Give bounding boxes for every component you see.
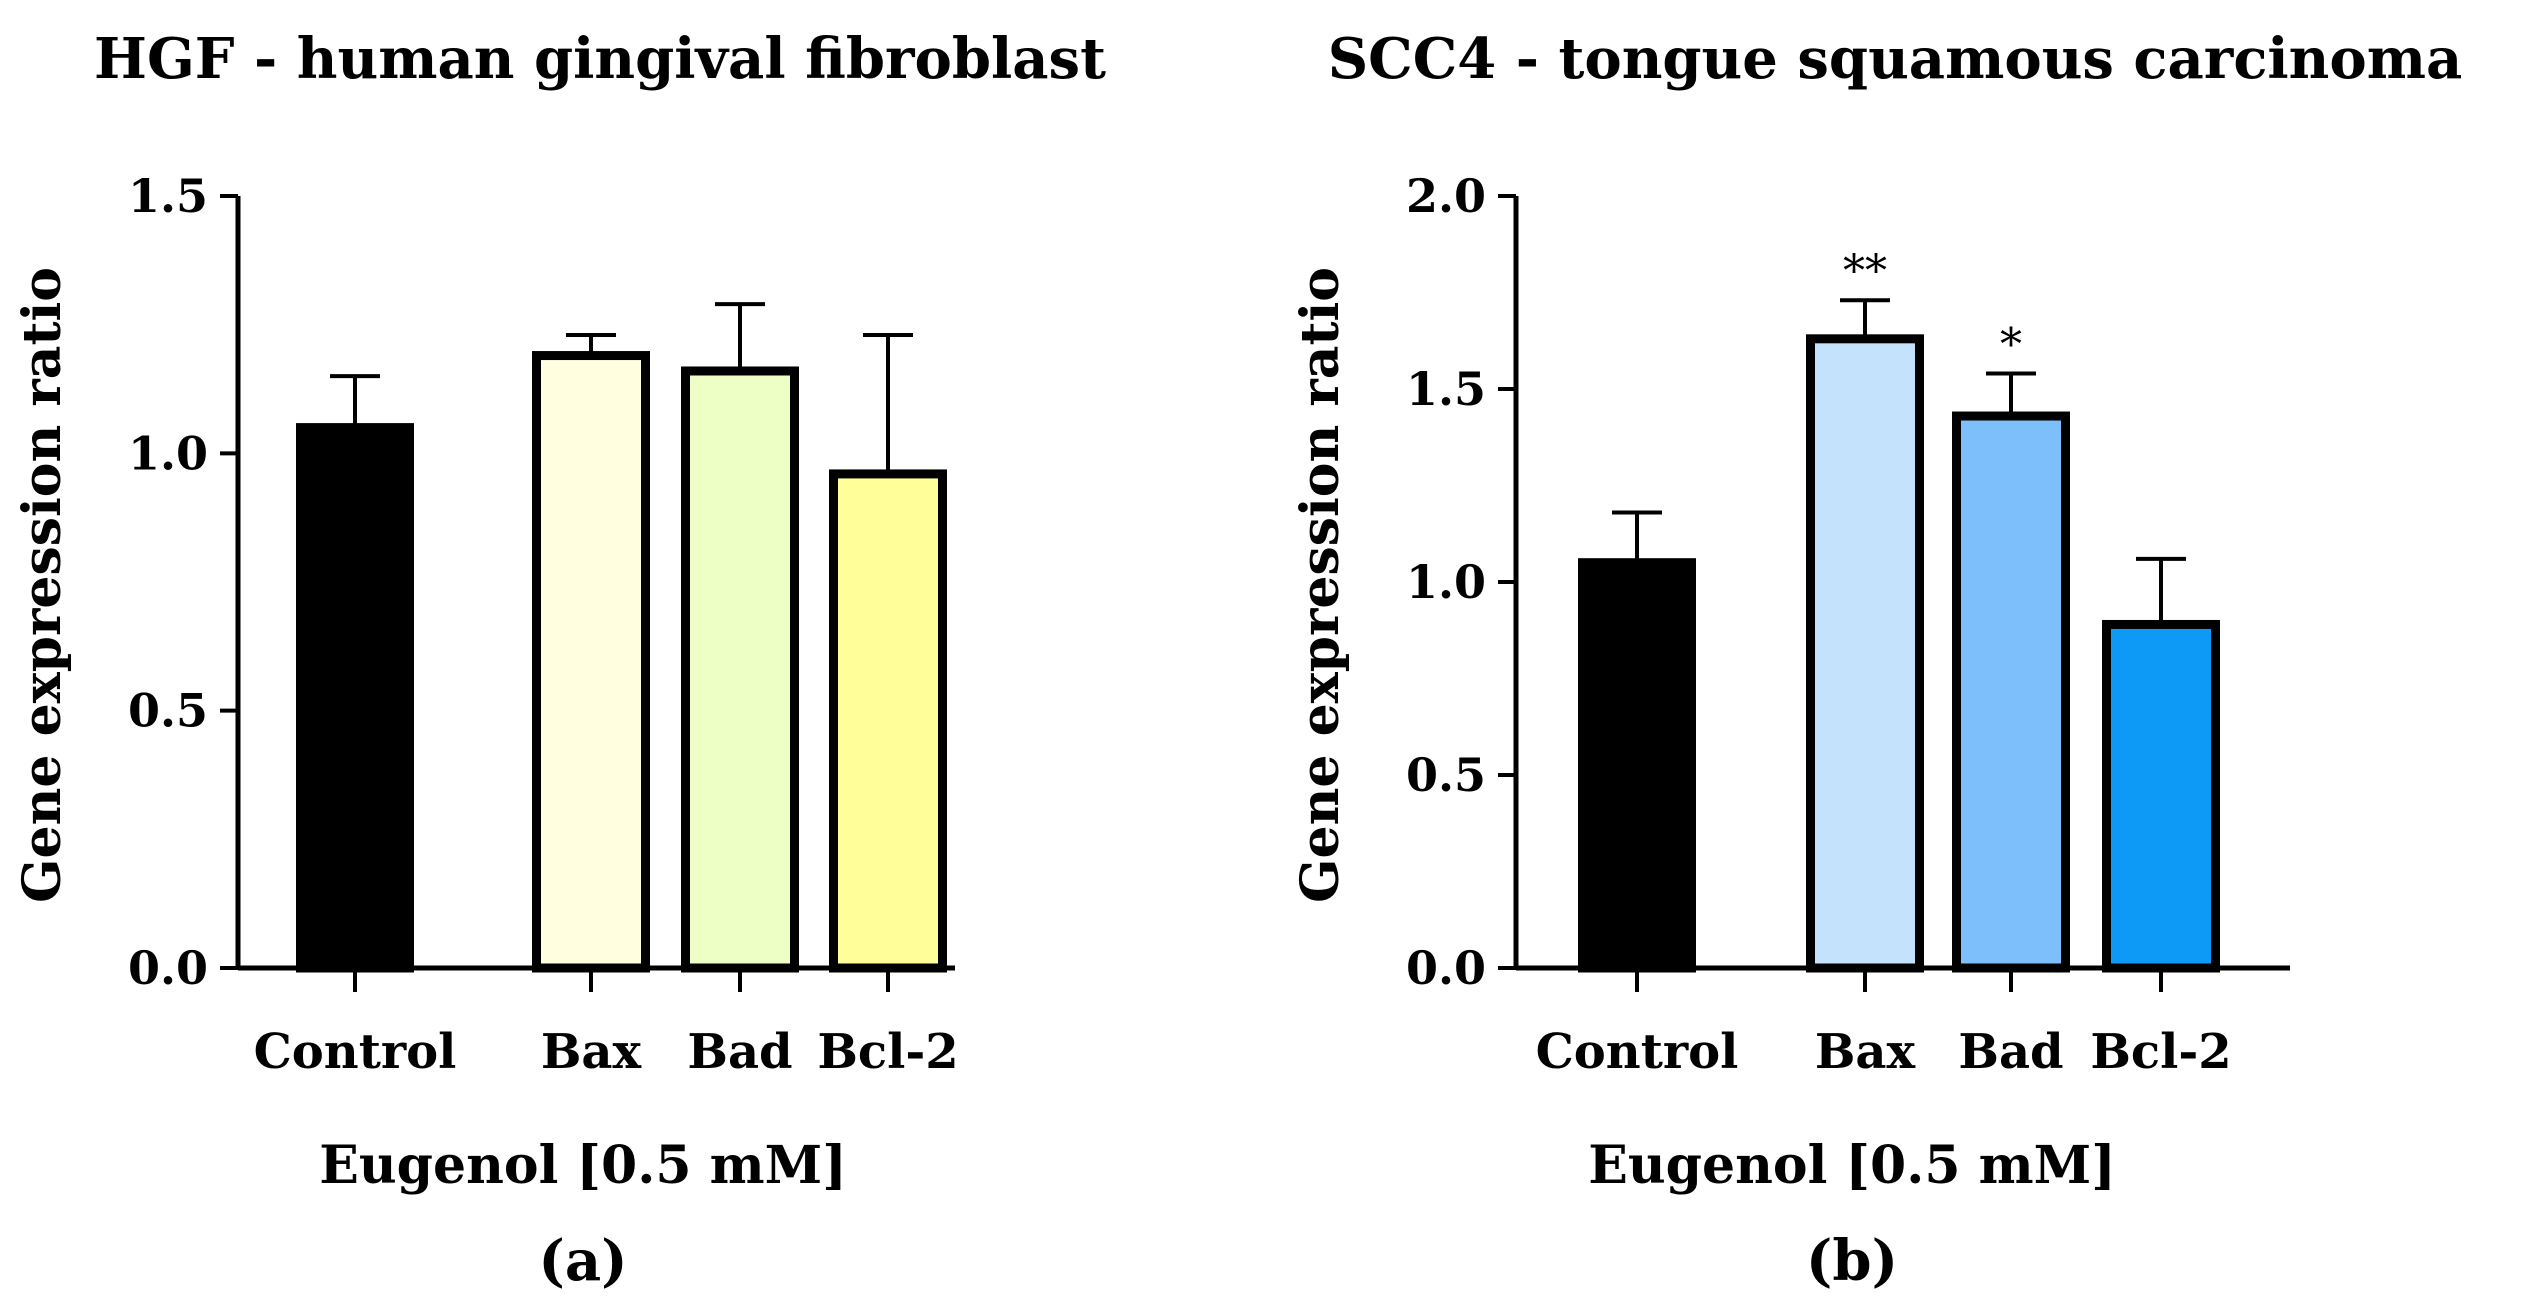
x-ticks: Control Bax Bad Bcl-2 [254, 968, 959, 1080]
bar-bad [1952, 411, 2070, 973]
bar-bad [681, 366, 799, 973]
panel-label: (a) [538, 1228, 627, 1294]
y-tick-label: 0.5 [128, 684, 208, 738]
y-tick-label: 1.0 [1406, 555, 1486, 609]
y-tick-label: 1.0 [128, 426, 208, 480]
panel-label: (b) [1806, 1228, 1898, 1294]
y-tick-label: 0.5 [1406, 748, 1486, 802]
x-tick-label: Bcl-2 [2090, 1024, 2231, 1080]
bar-bcl-2 [2102, 619, 2220, 973]
chart-title: HGF - human gingival fibroblast [94, 26, 1106, 92]
y-tick-label: 0.0 [1406, 941, 1486, 995]
x-axis-label: Eugenol [0.5 mM] [319, 1135, 847, 1196]
bar-control [296, 423, 414, 973]
bar-bcl-2 [829, 469, 947, 973]
x-tick-label: Bax [541, 1024, 642, 1080]
significance-mark: ** [1843, 246, 1887, 297]
x-tick-label: Control [254, 1024, 457, 1080]
panel-a: HGF - human gingival fibroblast Gene exp… [12, 26, 1106, 1294]
bars: *** [1578, 246, 2220, 973]
x-tick-label: Bad [1958, 1024, 2063, 1080]
bars [296, 302, 947, 973]
y-axis-label: Gene expression ratio [12, 267, 73, 903]
y-axis-label: Gene expression ratio [1290, 267, 1351, 903]
chart-title: SCC4 - tongue squamous carcinoma [1328, 26, 2463, 92]
y-tick-label: 0.0 [128, 941, 208, 995]
panel-b: SCC4 - tongue squamous carcinoma Gene ex… [1290, 26, 2462, 1294]
x-axis-label: Eugenol [0.5 mM] [1588, 1135, 2116, 1196]
y-tick-label: 1.5 [1406, 362, 1486, 416]
y-tick-label: 1.5 [128, 169, 208, 223]
x-tick-label: Bcl-2 [817, 1024, 958, 1080]
bar-control [1578, 558, 1696, 973]
significance-mark: * [2000, 320, 2022, 371]
x-tick-label: Bax [1815, 1024, 1916, 1080]
y-ticks: 0.0 0.5 1.0 1.5 [128, 169, 238, 995]
y-ticks: 0.0 0.5 1.0 1.5 2.0 [1406, 169, 1516, 995]
x-ticks: Control Bax Bad Bcl-2 [1536, 968, 2232, 1080]
bar-bax [1806, 334, 1924, 973]
bar-bax [532, 351, 650, 973]
y-tick-label: 2.0 [1406, 169, 1486, 223]
x-tick-label: Control [1536, 1024, 1739, 1080]
x-tick-label: Bad [687, 1024, 792, 1080]
